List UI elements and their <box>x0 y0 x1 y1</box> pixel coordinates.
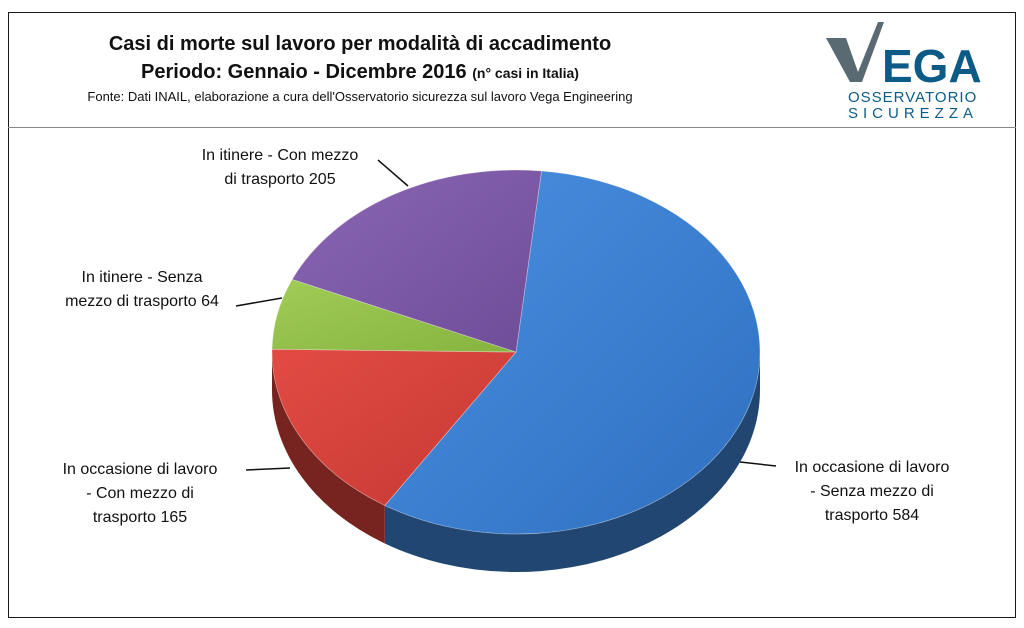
subtitle-period: Periodo: Gennaio - Dicembre 2016 <box>141 61 467 83</box>
logo-v-mark <box>826 22 884 82</box>
vega-logo: EGA OSSERVATORIO SICUREZZA <box>826 22 982 120</box>
subtitle-note: (n° casi in Italia) <box>472 65 579 81</box>
pie-slice-1 <box>271 348 517 506</box>
slice-label-2: In itinere - Senza mezzo di trasporto 64 <box>65 269 219 310</box>
pie-layer <box>271 169 761 572</box>
pie-side-1 <box>272 352 385 544</box>
source-note: Fonte: Dati INAIL, elaborazione a cura d… <box>87 89 633 104</box>
slice-label-0: In occasione di lavoro - Senza mezzo di tr… <box>795 459 950 524</box>
pie-slice-0 <box>384 170 761 535</box>
leader-line-3 <box>377 159 409 187</box>
chart-frame <box>8 12 1016 618</box>
logo-line2: SICUREZZA <box>848 105 978 120</box>
leader-line-1 <box>245 467 291 471</box>
slice-label-3: In itinere - Con mezzo di trasporto 205 <box>202 147 359 188</box>
pie-slice-2 <box>271 278 517 353</box>
pie-slice-3 <box>291 169 542 353</box>
leader-line-0 <box>739 461 777 467</box>
logo-line1: OSSERVATORIO <box>848 89 977 106</box>
leader-line-2 <box>235 297 283 307</box>
header-divider <box>8 127 1016 128</box>
chart-title: Casi di morte sul lavoro per modalità di… <box>108 33 612 55</box>
title-block: Casi di morte sul lavoro per modalità di… <box>20 30 700 107</box>
chart-subtitle: Periodo: Gennaio - Dicembre 2016 (n° cas… <box>20 58 700 87</box>
label-layer: In occasione di lavoro - Senza mezzo di tr… <box>63 147 950 526</box>
logo-wordmark: EGA <box>882 40 982 92</box>
pie-side-0 <box>384 352 760 572</box>
slice-label-1: In occasione di lavoro - Con mezzo di tras… <box>63 461 218 526</box>
